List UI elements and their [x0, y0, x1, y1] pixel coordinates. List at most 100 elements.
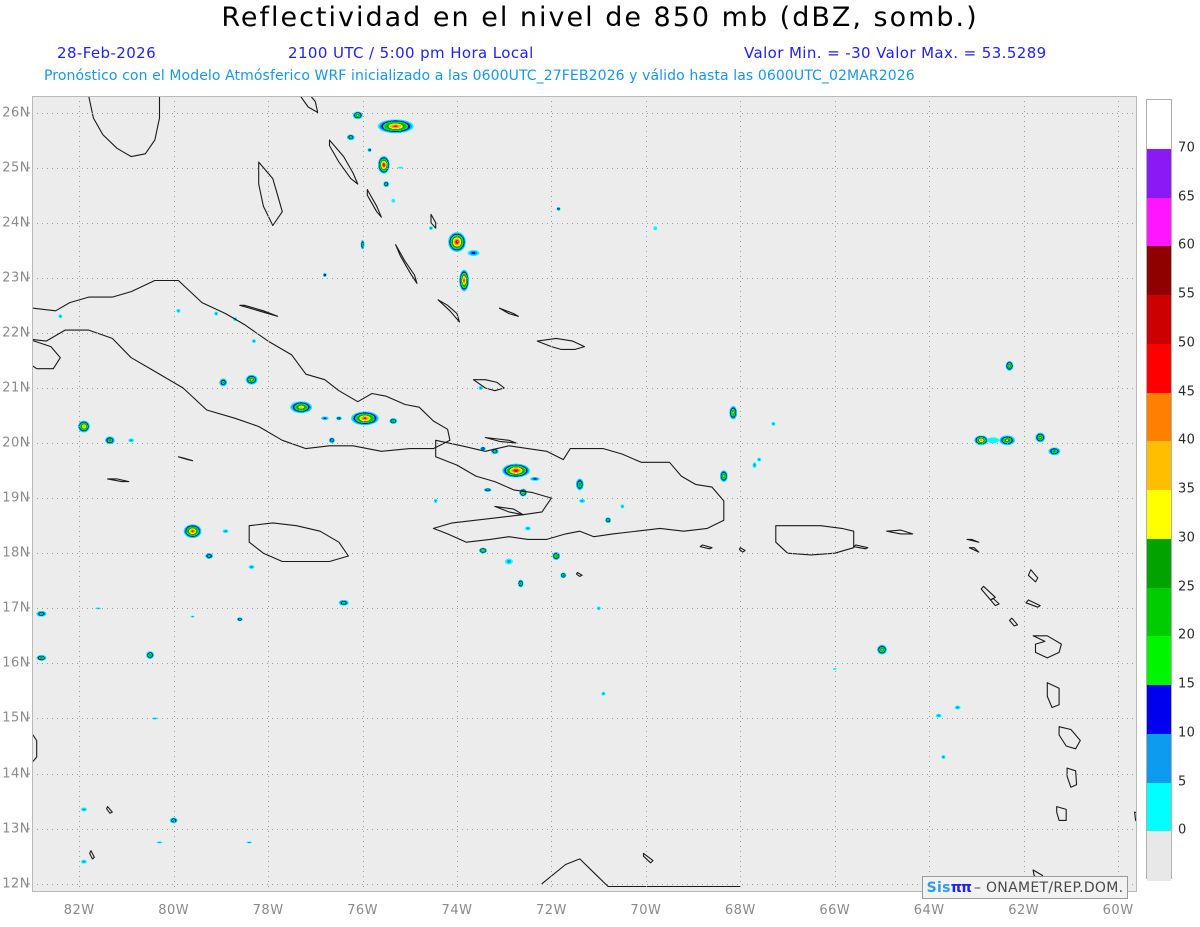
- reflectivity-echo: [653, 226, 658, 231]
- reflectivity-echo: [322, 273, 327, 277]
- colorbar-tick-label: 55: [1178, 286, 1196, 302]
- reflectivity-echo: [575, 478, 584, 491]
- gridline-horizontal: [32, 277, 1137, 279]
- y-axis-tick-label: 22N: [2, 325, 30, 341]
- reflectivity-echo: [320, 416, 329, 421]
- reflectivity-echo: [974, 435, 989, 446]
- gridline-horizontal: [32, 498, 1137, 500]
- reflectivity-echo: [236, 617, 243, 622]
- coastline-mona: [738, 547, 746, 553]
- reflectivity-echo: [1005, 360, 1014, 371]
- reflectivity-echo: [222, 529, 229, 534]
- gridline-vertical: [79, 96, 81, 892]
- coastline-eleuthera: [328, 139, 359, 185]
- reflectivity-echo: [128, 438, 135, 443]
- sistt-logo-pi: ππ: [950, 879, 972, 896]
- coastline-st-lucia: [1066, 767, 1078, 788]
- y-axis-tick-label: 24N: [2, 215, 30, 231]
- reflectivity-echo: [36, 654, 47, 661]
- colorbar-band: [1147, 295, 1171, 345]
- x-axis-tick-label: 66W: [819, 903, 851, 918]
- coastline-cayman-brac: [177, 456, 194, 462]
- reflectivity-echo: [579, 498, 586, 503]
- reflectivity-echo: [459, 269, 470, 292]
- colorbar-band: [1147, 538, 1171, 588]
- reflectivity-echo: [146, 651, 155, 660]
- reflectivity-echo: [77, 420, 90, 433]
- y-axis-tick-label: 26N: [2, 105, 30, 121]
- reflectivity-echo: [935, 713, 942, 718]
- gridline-horizontal: [32, 553, 1137, 555]
- x-axis-tick-label: 70W: [630, 903, 662, 918]
- x-axis-tick-label: 64W: [913, 903, 945, 918]
- reflectivity-echo: [377, 155, 390, 174]
- x-axis-tick-label: 82W: [63, 903, 95, 918]
- coastline-saona: [699, 544, 713, 550]
- reflectivity-echo: [467, 250, 480, 256]
- gridline-vertical: [173, 96, 175, 892]
- reflectivity-echo: [433, 498, 438, 503]
- x-axis-tick-label: 80W: [158, 903, 190, 918]
- colorbar-band: [1147, 441, 1171, 491]
- gridline-vertical: [268, 96, 270, 892]
- gridline-vertical: [834, 96, 836, 892]
- x-axis-tick-label: 72W: [535, 903, 567, 918]
- reflectivity-echo: [36, 610, 47, 617]
- coastline-barbados: [1134, 811, 1137, 823]
- y-axis-tick-label: 20N: [2, 435, 30, 451]
- reflectivity-echo: [757, 457, 762, 462]
- y-axis-tick-mark: -: [26, 435, 31, 451]
- reflectivity-echo: [556, 206, 561, 211]
- reflectivity-echo: [350, 411, 379, 426]
- colorbar-tick-label: 65: [1178, 189, 1196, 204]
- coastline-st-martin: [968, 547, 980, 553]
- gridline-horizontal: [32, 222, 1137, 224]
- colorbar-tick-label: 5: [1178, 774, 1187, 789]
- y-axis-tick-mark: -: [26, 105, 31, 121]
- colorbar-band: [1147, 636, 1171, 686]
- y-axis-tick-label: 18N: [2, 545, 30, 561]
- y-axis-tick-mark: -: [26, 655, 31, 671]
- reflectivity-echo: [429, 226, 433, 231]
- reflectivity-echo: [190, 615, 195, 618]
- reflectivity-echo: [605, 517, 612, 524]
- y-axis-tick-label: 21N: [2, 380, 30, 396]
- reflectivity-echo-layer: [36, 111, 1061, 864]
- reflectivity-echo: [338, 599, 349, 606]
- gridline-horizontal: [32, 167, 1137, 169]
- reflectivity-echo: [529, 476, 540, 481]
- reflectivity-echo: [290, 401, 313, 414]
- colorbar-band: [1147, 587, 1171, 637]
- coastline-great-inagua: [472, 379, 505, 392]
- coastline-antigua: [1025, 599, 1041, 608]
- reflectivity-echo: [219, 378, 228, 387]
- x-axis-tick-label: 68W: [724, 903, 756, 918]
- gridline-vertical: [551, 96, 553, 892]
- colorbar-band: [1147, 490, 1171, 540]
- reflectivity-echo: [1048, 447, 1061, 456]
- colorbar-tick-label: 45: [1178, 384, 1196, 399]
- reflectivity-echo: [560, 572, 567, 579]
- colorbar-tick-label: 15: [1178, 676, 1196, 692]
- gridline-vertical: [457, 96, 458, 892]
- reflectivity-echo: [719, 470, 728, 483]
- y-axis-tick-mark: -: [26, 215, 31, 231]
- coastline-cuba-cays-n: [239, 304, 279, 317]
- reflectivity-echo: [519, 488, 528, 497]
- y-axis-tick-mark: -: [26, 160, 31, 176]
- colorbar-tick-label: 40: [1178, 432, 1196, 448]
- coastline-nevis: [990, 597, 1000, 607]
- sistt-logo-text: Sis: [926, 879, 951, 896]
- coastline-acklins: [437, 299, 460, 323]
- reflectivity-echo: [251, 339, 256, 344]
- reflectivity-echo: [104, 436, 115, 445]
- colorbar-tick-label: 20: [1178, 627, 1196, 643]
- reflectivity-echo: [245, 374, 258, 385]
- coastline-san-salvador: [430, 213, 437, 229]
- coastline-florida-tip: [88, 96, 161, 158]
- attribution-legend: Sis ππ – ONAMET/REP.DOM.: [922, 876, 1128, 899]
- y-axis-tick-label: 16N: [2, 655, 30, 671]
- coastline-vieques: [853, 544, 869, 550]
- reflectivity-echo: [1035, 432, 1046, 443]
- colorbar-band: [1147, 685, 1171, 735]
